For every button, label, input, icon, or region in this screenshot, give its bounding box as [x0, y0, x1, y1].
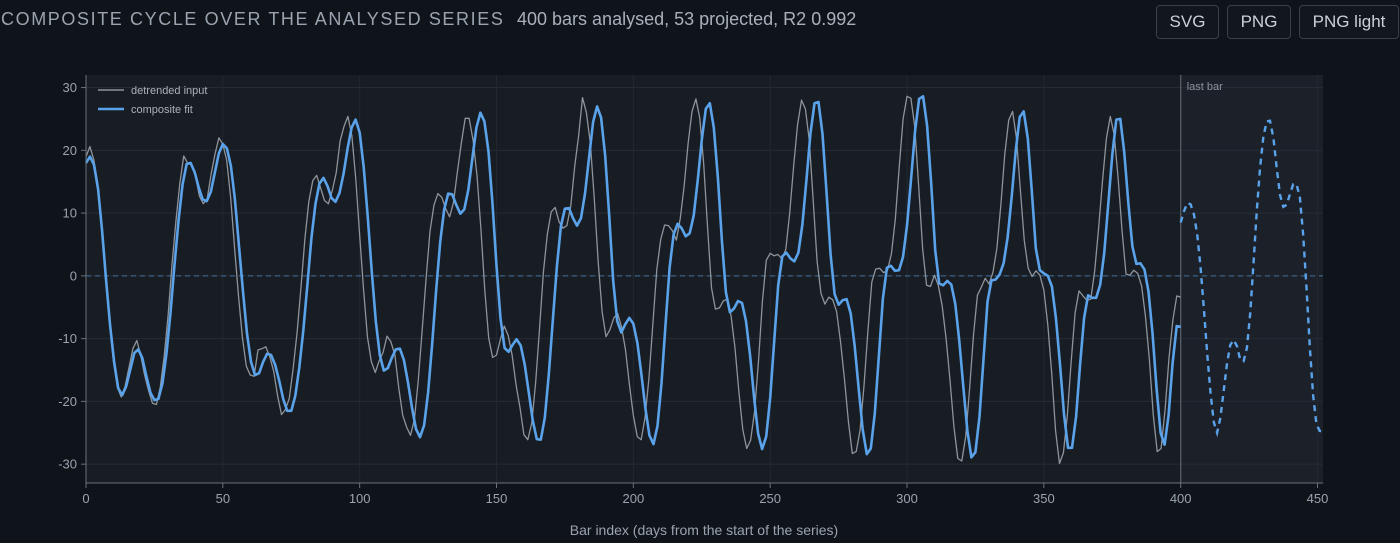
x-tick-label: 450 — [1307, 491, 1329, 506]
projection-area — [1180, 75, 1323, 483]
y-tick-label: 0 — [70, 268, 77, 283]
export-png-button[interactable]: PNG — [1227, 5, 1291, 39]
x-tick-label: 150 — [486, 491, 508, 506]
x-tick-label: 350 — [1033, 491, 1055, 506]
legend: detrended input composite fit — [98, 85, 207, 116]
legend-fit-label: composite fit — [131, 104, 193, 116]
last-bar-label: last bar — [1187, 81, 1223, 93]
y-tick-label: 20 — [63, 143, 77, 158]
x-tick-label: 250 — [759, 491, 781, 506]
x-tick-label: 100 — [349, 491, 371, 506]
axes — [85, 75, 1323, 484]
x-tick-label: 50 — [216, 491, 230, 506]
x-tick-label: 300 — [896, 491, 918, 506]
export-svg-button[interactable]: SVG — [1156, 5, 1219, 39]
y-tick-label: -10 — [58, 331, 77, 346]
legend-input-label: detrended input — [131, 85, 207, 97]
x-tick-label: 400 — [1170, 491, 1192, 506]
x-tick-label: 0 — [82, 491, 89, 506]
projection-line — [1179, 119, 1324, 438]
y-ticks: 30 20 10 0 -10 -20 -30 — [58, 80, 86, 472]
x-axis-label: Bar index (days from the start of the se… — [570, 522, 838, 538]
y-tick-label: -30 — [58, 457, 77, 472]
x-ticks: 0 50 100 150 200 250 300 350 400 450 — [82, 483, 1328, 506]
header: COMPOSITE CYCLE OVER THE ANALYSED SERIES… — [0, 0, 1400, 48]
x-tick-label: 200 — [622, 491, 644, 506]
y-tick-label: 10 — [63, 206, 77, 221]
plot-area — [86, 75, 1323, 483]
chart-title: COMPOSITE CYCLE OVER THE ANALYSED SERIES — [1, 9, 505, 29]
export-png-light-button[interactable]: PNG light — [1299, 5, 1399, 39]
grid — [85, 75, 1323, 483]
chart-subtitle: 400 bars analysed, 53 projected, R2 0.99… — [517, 9, 857, 29]
y-tick-label: 30 — [63, 80, 77, 95]
y-tick-label: -20 — [58, 394, 77, 409]
composite-fit-line — [84, 95, 1181, 459]
